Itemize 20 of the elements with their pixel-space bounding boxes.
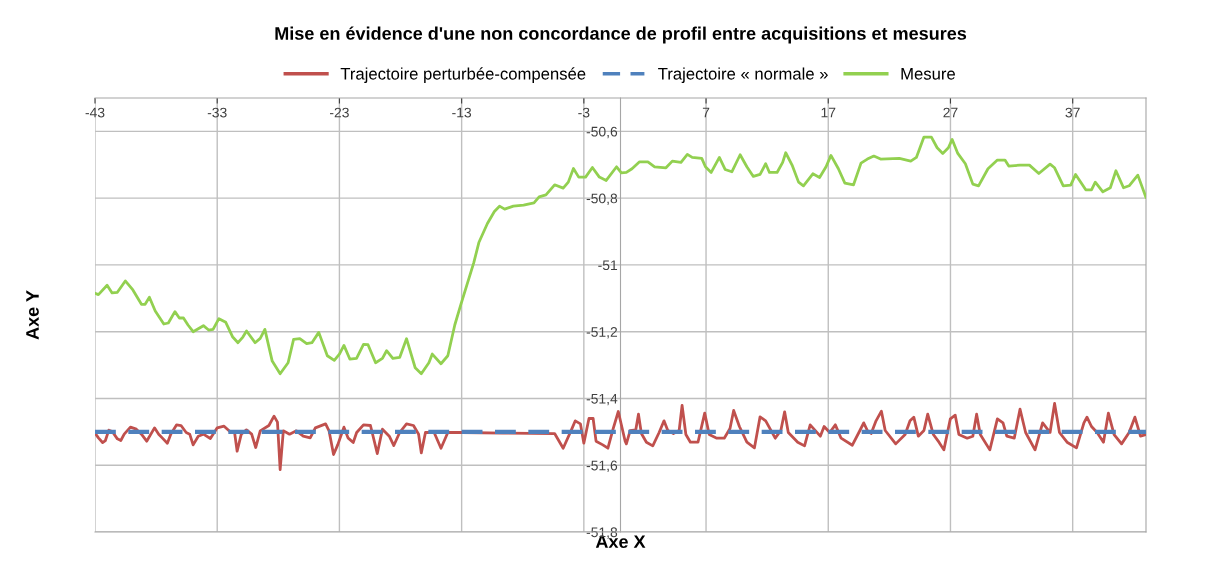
x-tick-label: -13 [452,107,472,118]
y-tick-label: -51,6 [586,460,618,473]
y-axis-title: Axe Y [26,290,39,340]
x-tick-label: 17 [821,107,836,118]
y-tick-label: -50,6 [586,126,618,139]
legend-label: Trajectoire « normale » [658,67,828,83]
x-tick-label: -3 [578,107,590,118]
legend-label: Mesure [901,68,955,80]
legend-label: Trajectoire perturbée-compensée [340,67,586,83]
y-tick-label: -50,8 [586,193,618,205]
x-tick-label: -43 [85,107,105,118]
x-tick-label: 37 [1065,107,1080,118]
x-tick-label: -33 [207,107,227,118]
x-tick-label: -23 [330,107,349,118]
y-tick-label: -51 [598,260,618,271]
y-tick-label: -51,2 [586,327,618,339]
chart-title: Mise en évidence d'une non concordance de profil entre acquisitions et mesures [275,26,967,44]
x-tick-label: 27 [943,107,958,118]
x-tick-label: 7 [702,107,710,118]
y-tick-label: -51,4 [586,393,618,406]
